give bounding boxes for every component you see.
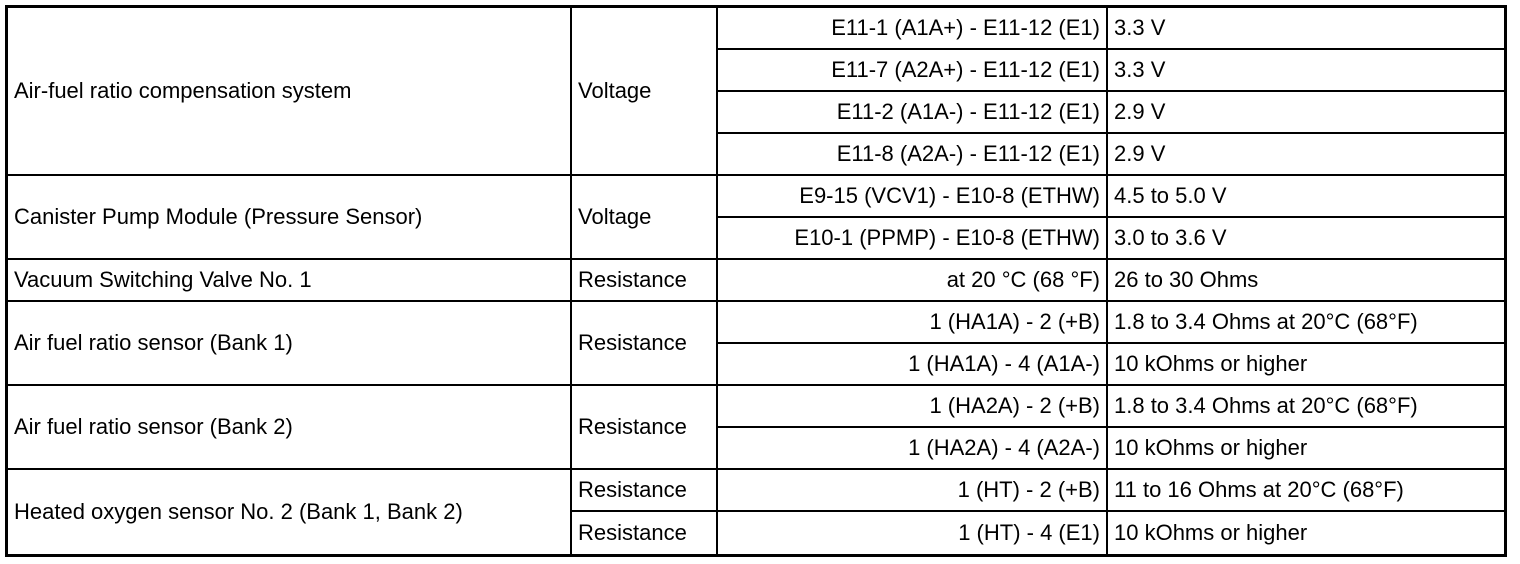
measurement: Resistance — [572, 470, 718, 512]
measurement: Resistance — [572, 386, 718, 470]
spec-value: 10 kOhms or higher — [1114, 520, 1308, 545]
terminals: E10-1 (PPMP) - E10-8 (ETHW) — [718, 218, 1108, 260]
spec-value: 4.5 to 5.0 V — [1108, 176, 1504, 218]
measurement: Resistance — [572, 302, 718, 386]
component: Air fuel ratio sensor (Bank 1) — [8, 302, 572, 386]
spec-table: E11-1 (A1A+) - E11-12 (E1) 3.3 V E11-7 (A2… — [5, 5, 1507, 557]
measurement: Resistance — [572, 512, 718, 554]
terminals: 1 (HA1A) - 2 (+B) — [718, 302, 1108, 344]
terminals: E11-7 (A2A+) - E11-12 (E1) — [718, 50, 1108, 92]
component: Heated oxygen sensor No. 2 (Bank 1, Bank… — [8, 470, 572, 554]
spec-value: 3.0 to 3.6 V — [1108, 218, 1504, 260]
spec-value: 3.3 V — [1108, 8, 1504, 50]
terminals: E11-2 (A1A-) - E11-12 (E1) — [718, 92, 1108, 134]
spec-value: 11 to 16 Ohms at 20°C (68°F) — [1108, 470, 1504, 512]
spec-value: 1.8 to 3.4 Ohms at 20°C (68°F) — [1108, 386, 1504, 428]
measurement: Voltage — [572, 176, 718, 260]
measurement: Resistance — [572, 260, 718, 302]
terminals: 1 (HT) - 2 (+B) — [718, 470, 1108, 512]
spec-value: 3.3 V — [1108, 50, 1504, 92]
measurement: Voltage — [572, 8, 718, 176]
terminals: at 20 °C (68 °F) — [718, 260, 1108, 302]
spec-value: 10 kOhms or higher — [1108, 428, 1504, 470]
spec-value: 2.9 V — [1108, 92, 1504, 134]
terminals: E11-8 (A2A-) - E11-12 (E1) — [718, 134, 1108, 176]
spec-value: 1.8 to 3.4 Ohms at 20°C (68°F) — [1108, 302, 1504, 344]
component: Canister Pump Module (Pressure Sensor) — [8, 176, 572, 260]
terminals: 1 (HT) - 4 (E1) — [718, 512, 1108, 554]
terminals: E11-1 (A1A+) - E11-12 (E1) — [718, 8, 1108, 50]
component: Vacuum Switching Valve No. 1 — [8, 260, 572, 302]
component: Air-fuel ratio compensation system — [8, 8, 572, 176]
spec-value: 10 kOhms or higher — [1108, 344, 1504, 386]
terminals: 1 (HA2A) - 2 (+B) — [718, 386, 1108, 428]
spec-value: 26 to 30 Ohms — [1108, 260, 1504, 302]
terminals: E9-15 (VCV1) - E10-8 (ETHW) — [718, 176, 1108, 218]
spec-value: 2.9 V — [1108, 134, 1504, 176]
component: Air fuel ratio sensor (Bank 2) — [8, 386, 572, 470]
terminals: 1 (HA1A) - 4 (A1A-) — [718, 344, 1108, 386]
terminals: 1 (HA2A) - 4 (A2A-) — [718, 428, 1108, 470]
